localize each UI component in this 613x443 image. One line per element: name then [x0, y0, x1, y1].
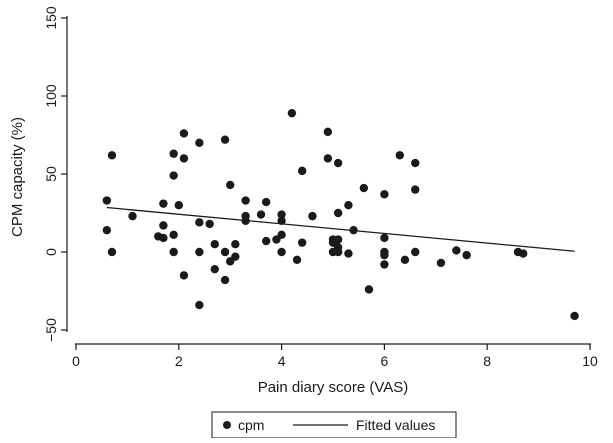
- x-axis-title: Pain diary score (VAS): [258, 379, 409, 396]
- y-tick-label: 50: [43, 166, 59, 182]
- data-point: [220, 275, 230, 285]
- data-point: [261, 197, 271, 207]
- data-point: [277, 216, 286, 225]
- data-point: [210, 264, 219, 274]
- data-point: [195, 247, 204, 257]
- data-point: [277, 210, 286, 219]
- data-point: [159, 221, 168, 230]
- data-point: [323, 127, 333, 137]
- data-point: [292, 255, 302, 264]
- data-points: [102, 108, 579, 321]
- y-tick-label: −50: [43, 318, 59, 342]
- data-point: [452, 246, 461, 255]
- data-point: [570, 311, 579, 321]
- y-axis-title: CPM capacity (%): [9, 117, 26, 237]
- data-point: [364, 285, 374, 294]
- x-tick-label: 10: [582, 353, 598, 369]
- data-point: [159, 233, 168, 243]
- legend-fitted-label: Fitted values: [356, 417, 435, 433]
- data-point: [241, 216, 250, 225]
- data-point: [333, 158, 343, 168]
- fitted-values-line: [106, 206, 575, 252]
- data-point: [344, 201, 353, 210]
- x-tick-label: 8: [483, 353, 491, 369]
- data-point: [395, 151, 405, 160]
- data-point: [179, 271, 189, 280]
- data-point: [169, 171, 178, 180]
- data-point: [226, 180, 235, 190]
- data-point: [231, 240, 240, 249]
- data-point: [195, 300, 204, 310]
- data-point: [287, 108, 297, 118]
- data-point: [195, 138, 204, 147]
- data-point: [518, 249, 528, 258]
- data-point: [297, 166, 307, 176]
- data-point: [359, 183, 369, 193]
- data-point: [436, 258, 446, 268]
- y-tick-label: 150: [43, 6, 59, 30]
- data-point: [128, 211, 137, 221]
- y-tick-label: 0: [43, 248, 59, 256]
- data-point: [179, 154, 189, 163]
- data-point: [102, 225, 112, 235]
- x-tick-label: 4: [278, 353, 286, 369]
- data-point: [297, 238, 307, 247]
- data-point: [344, 249, 353, 258]
- data-point: [179, 129, 189, 138]
- data-point: [102, 196, 112, 205]
- data-point: [220, 247, 230, 257]
- data-point: [411, 158, 420, 168]
- x-tick-label: 6: [381, 353, 389, 369]
- data-point: [256, 210, 266, 219]
- data-point: [231, 252, 240, 261]
- data-point: [169, 247, 178, 257]
- data-point: [210, 240, 219, 249]
- x-tick-label: 2: [175, 353, 183, 369]
- data-point: [220, 135, 230, 144]
- data-point: [107, 151, 117, 160]
- data-point: [411, 185, 420, 194]
- data-point: [380, 250, 389, 260]
- legend-cpm-marker: [223, 421, 231, 429]
- fitted-line-layer: [106, 206, 575, 252]
- data-point: [277, 247, 286, 257]
- data-point: [462, 250, 471, 260]
- legend-cpm-label: cpm: [238, 417, 264, 433]
- data-point: [308, 211, 317, 221]
- data-point: [169, 149, 178, 158]
- data-point: [380, 233, 389, 243]
- data-point: [380, 260, 389, 269]
- data-point: [323, 154, 333, 163]
- data-point: [159, 199, 168, 208]
- data-point: [107, 247, 117, 257]
- data-point: [333, 235, 343, 244]
- data-point: [333, 247, 343, 257]
- data-point: [333, 208, 343, 218]
- data-point: [349, 225, 358, 235]
- data-point: [169, 230, 178, 240]
- data-point: [400, 255, 410, 264]
- data-point: [174, 201, 183, 210]
- data-point: [277, 230, 286, 240]
- data-point: [195, 218, 204, 227]
- y-tick-label: 100: [43, 84, 59, 108]
- data-point: [205, 219, 214, 229]
- data-point: [380, 190, 389, 199]
- data-point: [241, 196, 250, 205]
- axes: −50 0 50 100 150 0 2 4 6 8 10: [43, 6, 598, 369]
- legend: cpm Fitted values: [211, 411, 457, 439]
- x-tick-label: 0: [72, 353, 80, 369]
- data-point: [261, 236, 271, 246]
- data-point: [411, 247, 420, 257]
